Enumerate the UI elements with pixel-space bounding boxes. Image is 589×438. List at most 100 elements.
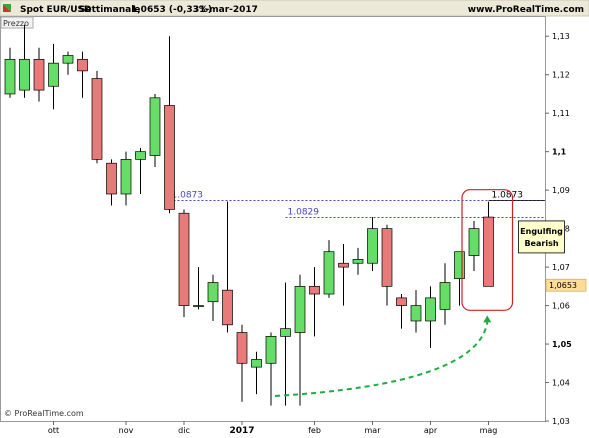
candle xyxy=(309,267,320,337)
engulfing-highlight-box xyxy=(461,189,514,311)
candle xyxy=(135,147,146,194)
candle xyxy=(149,93,161,168)
candle xyxy=(410,290,422,333)
candle xyxy=(294,274,306,406)
candle xyxy=(62,51,74,75)
candles xyxy=(4,24,494,406)
candle-body xyxy=(48,62,59,87)
candle-body xyxy=(425,297,436,322)
candle-body xyxy=(294,285,306,333)
last-level-label: 1.0873 xyxy=(492,191,524,201)
candle-body xyxy=(396,297,407,306)
candle-body xyxy=(454,251,465,279)
candle-body xyxy=(439,282,451,310)
candle xyxy=(178,209,190,318)
candle-body xyxy=(367,228,378,264)
candle xyxy=(207,274,219,321)
candle-body xyxy=(193,305,204,307)
copyright-text: © ProRealTime.com xyxy=(4,409,84,418)
candle-body xyxy=(222,289,233,326)
x-tick-label: mar xyxy=(365,426,382,435)
header-timeframe: Settimanale xyxy=(79,5,140,15)
y-tick-label: 1,13 xyxy=(552,32,570,41)
candle-body xyxy=(120,159,132,195)
candle-body xyxy=(410,305,422,322)
candle xyxy=(19,24,30,98)
candle-body xyxy=(62,55,74,64)
candle-body xyxy=(91,78,103,160)
candle-body xyxy=(280,328,291,337)
pattern-annotation: 1.0873 Engulfing Bearish 1,0653 xyxy=(274,189,587,397)
candle-body xyxy=(251,359,262,368)
x-axis: ott nov dic 2017 feb mar apr mag xyxy=(48,421,497,436)
candle-body xyxy=(135,151,146,160)
dashed-arrow xyxy=(274,322,489,397)
y-axis: 1,131,121,111,11,091,081,071,061,051,041… xyxy=(545,32,572,426)
candle xyxy=(91,70,103,164)
candle-body xyxy=(483,216,494,287)
candle xyxy=(352,247,364,275)
candle xyxy=(367,217,378,271)
x-tick-label: feb xyxy=(308,426,321,435)
y-tick-label: 1,09 xyxy=(552,186,570,195)
candle-body xyxy=(309,285,320,295)
candle xyxy=(4,47,16,98)
candle xyxy=(425,286,436,348)
candle xyxy=(106,159,117,206)
header-quote: 1,0653 (-0,33%) xyxy=(131,5,212,15)
candle-body xyxy=(4,58,16,95)
x-tick-label: ott xyxy=(48,426,59,435)
x-tick-label: mag xyxy=(480,426,498,435)
x-tick-label: dic xyxy=(178,426,190,435)
panel-label-box xyxy=(0,16,34,29)
candle-body xyxy=(207,282,219,303)
candle xyxy=(483,201,494,287)
pattern-note-line2: Bearish xyxy=(524,239,558,248)
candle-body xyxy=(236,332,248,364)
arrow-head-icon xyxy=(483,315,492,323)
candle-body xyxy=(19,58,30,91)
level-label: 1.0829 xyxy=(288,207,320,217)
y-tick-label: 1,06 xyxy=(552,302,570,311)
candle xyxy=(396,294,407,329)
candle-body xyxy=(265,336,277,364)
candle xyxy=(236,324,248,402)
candle xyxy=(193,267,204,310)
candle xyxy=(468,220,480,271)
header-date: 31-mar-2017 xyxy=(193,5,258,15)
y-tick-label: 1,03 xyxy=(552,417,570,426)
candle xyxy=(280,282,291,406)
candle xyxy=(33,47,45,102)
header-site: www.ProRealTime.com xyxy=(468,5,584,15)
current-price-label: 1,0653 xyxy=(549,281,577,290)
level-label: 1.0873 xyxy=(172,191,204,201)
candle xyxy=(265,332,277,406)
candle xyxy=(222,201,233,333)
x-tick-label: nov xyxy=(119,426,134,435)
candle xyxy=(454,251,465,306)
header-instrument: Spot EUR/USD xyxy=(20,5,91,15)
candle xyxy=(48,43,59,110)
y-tick-label: 1,12 xyxy=(552,71,570,80)
candle-body xyxy=(468,228,480,256)
y-tick-label: 1,04 xyxy=(552,379,570,388)
pattern-note-box xyxy=(518,220,565,254)
chart-tool-icon[interactable] xyxy=(3,4,11,12)
candle-body xyxy=(323,251,335,295)
current-price-tag xyxy=(545,278,587,292)
candle xyxy=(120,151,132,206)
candle-body xyxy=(352,259,364,264)
y-tick-label: 1,07 xyxy=(552,263,570,272)
candle-body xyxy=(149,97,161,156)
y-tick-label: 1,1 xyxy=(552,148,567,157)
candle-body xyxy=(381,228,393,287)
candle xyxy=(381,224,393,306)
candle xyxy=(251,351,262,395)
candle-body xyxy=(106,162,117,195)
candle-body xyxy=(178,212,190,306)
candle xyxy=(77,51,88,98)
x-tick-label: 2017 xyxy=(229,426,254,436)
candle-body xyxy=(33,58,45,91)
candle-body xyxy=(77,58,88,72)
